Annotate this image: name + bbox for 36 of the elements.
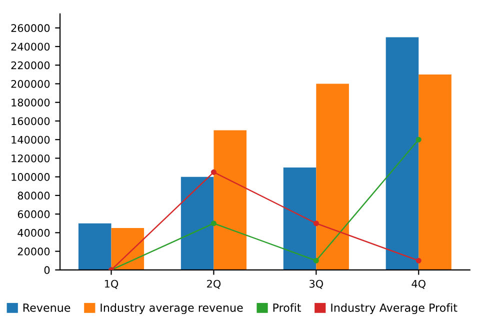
y-tick-label: 0 — [44, 266, 50, 274]
y-tick-label: 260000 — [11, 24, 50, 32]
y-tick-label: 140000 — [12, 136, 50, 144]
legend-label: Industry Average Profit — [331, 303, 458, 314]
bar — [386, 37, 419, 270]
legend-label: Profit — [273, 303, 301, 312]
bar — [78, 223, 112, 270]
y-tick-label: 120000 — [12, 154, 50, 162]
point — [313, 220, 319, 226]
point — [313, 258, 319, 264]
bar — [316, 84, 349, 270]
bar — [283, 168, 316, 270]
x-tick-label: 2Q — [207, 280, 221, 289]
point — [416, 136, 422, 142]
point — [210, 169, 216, 175]
y-tick-label: 20000 — [18, 248, 50, 256]
y-tick-label: 240000 — [11, 42, 50, 51]
y-tick-label: 160000 — [12, 117, 50, 126]
bar — [180, 176, 214, 270]
x-tick-label: 3Q — [310, 280, 323, 289]
y-tick-label: 60000 — [18, 210, 50, 218]
legend-label: Revenue — [23, 304, 70, 312]
bar — [418, 74, 452, 270]
bar — [214, 130, 246, 270]
x-tick-label: 1Q — [104, 280, 118, 289]
y-tick-label: 200000 — [11, 80, 50, 88]
point — [210, 220, 216, 226]
point — [416, 258, 422, 264]
y-tick-label: 220000 — [11, 61, 50, 70]
y-tick-label: 40000 — [18, 228, 50, 237]
bar — [111, 228, 144, 270]
legend-label: Industry average revenue — [100, 303, 243, 314]
y-tick-label: 100000 — [12, 173, 50, 181]
y-tick-label: 80000 — [18, 192, 50, 200]
x-tick-label: 4Q — [412, 280, 426, 289]
y-tick-label: 180000 — [12, 98, 50, 106]
